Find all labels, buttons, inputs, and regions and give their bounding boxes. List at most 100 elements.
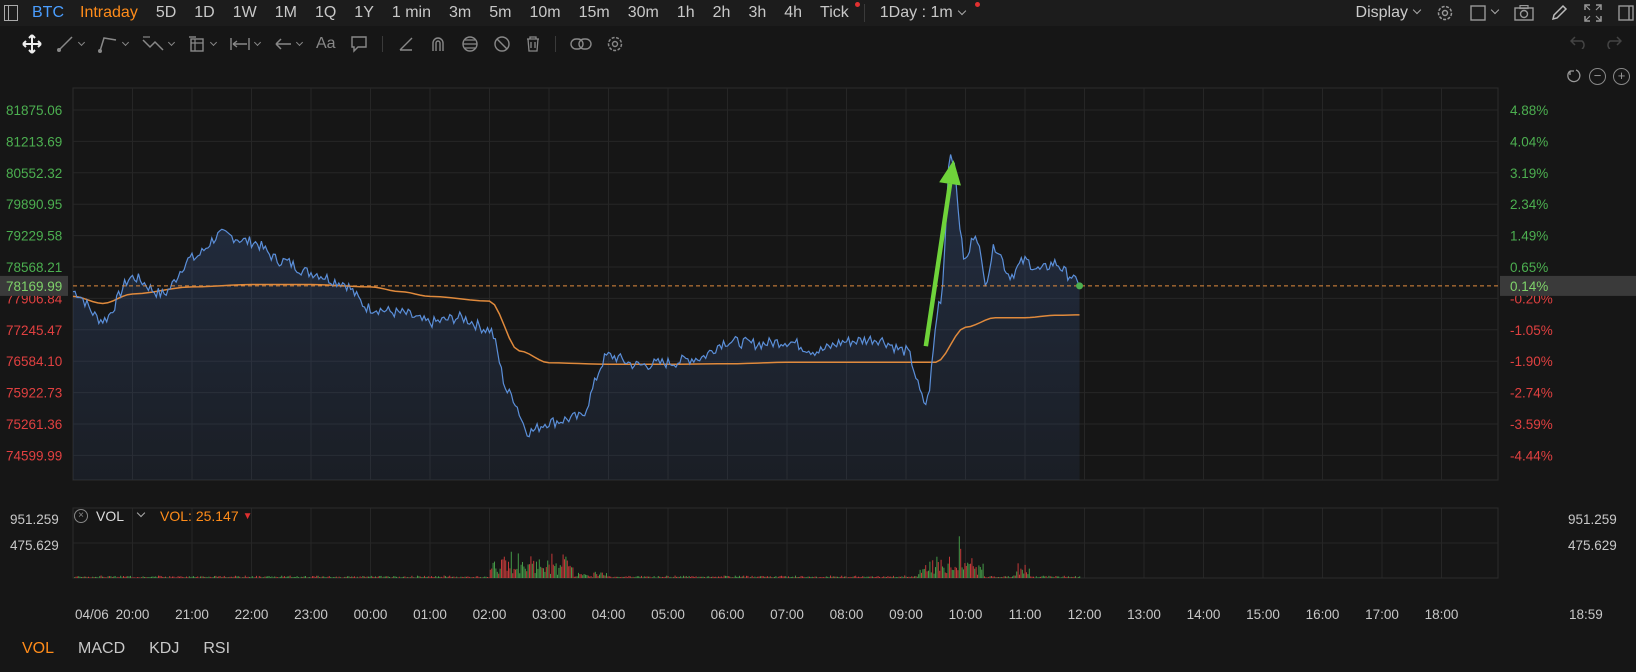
arrow-tool-icon[interactable] xyxy=(274,36,304,52)
notification-dot xyxy=(974,2,980,7)
volume-bar xyxy=(950,567,952,578)
volume-bar xyxy=(1035,576,1037,578)
close-indicator-icon[interactable]: × xyxy=(74,509,88,523)
pattern-tool-icon[interactable] xyxy=(188,35,218,53)
volume-bar xyxy=(92,576,94,578)
volume-bar xyxy=(418,576,420,578)
volume-bar xyxy=(797,576,799,578)
x-tick-label: 06:00 xyxy=(711,607,745,622)
symbol-label[interactable]: BTC xyxy=(32,4,64,21)
volume-bar xyxy=(160,576,162,578)
y-tick-left: 79229.58 xyxy=(6,229,62,244)
timeframe-2h[interactable]: 2h xyxy=(712,4,731,21)
timeframe-3m[interactable]: 3m xyxy=(449,4,472,21)
channel-tool-icon[interactable] xyxy=(98,35,130,53)
volume-bar xyxy=(873,577,875,578)
sidebar-toggle-icon[interactable] xyxy=(4,5,18,21)
volume-bar xyxy=(905,576,907,578)
reset-zoom-icon[interactable] xyxy=(1565,68,1582,85)
indicator-name[interactable]: VOL xyxy=(96,508,125,524)
link-icon[interactable] xyxy=(569,36,592,52)
tab-vol[interactable]: VOL xyxy=(22,640,55,657)
volume-bar xyxy=(421,577,423,578)
timeframe-1m[interactable]: 1M xyxy=(274,4,297,21)
volume-bar xyxy=(188,576,190,578)
tab-kdj[interactable]: KDJ xyxy=(149,640,180,657)
fib-tool-icon[interactable] xyxy=(142,35,176,53)
visibility-icon[interactable] xyxy=(461,35,479,53)
hide-icon[interactable] xyxy=(493,35,511,53)
volume-bar xyxy=(925,565,927,578)
timeframe-1d[interactable]: 1D xyxy=(194,4,215,21)
volume-bar xyxy=(313,576,315,578)
volume-bar xyxy=(439,576,441,578)
pencil-icon[interactable] xyxy=(1550,4,1568,22)
volume-bar xyxy=(1027,574,1029,578)
volume-bar xyxy=(397,577,399,578)
move-icon[interactable] xyxy=(22,34,42,54)
display-menu[interactable]: Display xyxy=(1356,4,1422,22)
zoom-in-icon[interactable]: + xyxy=(1613,68,1630,85)
volume-bar xyxy=(387,576,389,578)
volume-bar xyxy=(866,576,868,578)
volume-bar xyxy=(1075,576,1076,578)
volume-bar xyxy=(894,577,896,578)
redo-icon[interactable] xyxy=(1604,34,1623,54)
indicator-tabs: VOL MACD KDJ RSI xyxy=(22,640,254,658)
volume-bar xyxy=(347,576,348,578)
text-tool-icon[interactable]: Aa xyxy=(316,35,336,52)
layout-icon[interactable] xyxy=(1470,5,1500,21)
volume-bar xyxy=(1003,576,1005,578)
line-tool-icon[interactable] xyxy=(56,35,86,53)
tab-rsi[interactable]: RSI xyxy=(203,640,231,657)
fullscreen-icon[interactable] xyxy=(1584,4,1602,22)
volume-bar xyxy=(263,577,264,578)
volume-bar xyxy=(911,576,913,578)
panel-toggle-icon[interactable] xyxy=(1618,5,1634,21)
volume-bar xyxy=(277,577,278,578)
settings-icon[interactable] xyxy=(606,35,624,53)
volume-bar xyxy=(901,576,903,578)
timeframe-4h[interactable]: 4h xyxy=(784,4,803,21)
timeframe-1y[interactable]: 1Y xyxy=(354,4,374,21)
trash-icon[interactable] xyxy=(525,35,541,53)
magnet-icon[interactable] xyxy=(429,35,447,53)
eraser-icon[interactable] xyxy=(397,35,415,53)
undo-icon[interactable] xyxy=(1569,34,1588,54)
timeframe-5m[interactable]: 5m xyxy=(489,4,512,21)
volume-bar xyxy=(926,571,928,578)
volume-bar xyxy=(352,576,354,578)
timeframe-1h[interactable]: 1h xyxy=(676,4,695,21)
chevron-down-icon[interactable] xyxy=(136,508,146,518)
volume-bar xyxy=(732,577,733,578)
volume-bar xyxy=(912,576,914,578)
timeframe-1min[interactable]: 1 min xyxy=(391,4,431,21)
zoom-out-icon[interactable]: − xyxy=(1589,68,1606,85)
interval-select[interactable]: 1Day : 1m xyxy=(871,2,980,22)
timeframe-1q[interactable]: 1Q xyxy=(314,4,337,21)
volume-bar xyxy=(519,573,521,578)
settings-gear-icon[interactable] xyxy=(1436,4,1454,22)
timeframe-tick[interactable]: Tick xyxy=(811,2,860,22)
volume-bar xyxy=(341,577,343,578)
timeframe-5d[interactable]: 5D xyxy=(155,4,177,21)
camera-icon[interactable] xyxy=(1514,5,1534,21)
volume-bar xyxy=(365,577,367,578)
measure-tool-icon[interactable] xyxy=(230,36,262,52)
timeframe-10m[interactable]: 10m xyxy=(529,4,561,21)
comment-tool-icon[interactable] xyxy=(350,35,368,53)
volume-bar xyxy=(698,576,700,578)
timeframe-intraday[interactable]: Intraday xyxy=(80,4,138,21)
volume-bar xyxy=(174,577,176,578)
volume-bar xyxy=(253,577,255,578)
timeframe-1w[interactable]: 1W xyxy=(232,4,257,21)
timeframe-15m[interactable]: 15m xyxy=(578,4,610,21)
volume-bar xyxy=(323,576,325,578)
volume-bar xyxy=(512,573,514,578)
timeframe-30m[interactable]: 30m xyxy=(627,4,659,21)
volume-bar xyxy=(272,577,274,578)
timeframe-3h[interactable]: 3h xyxy=(748,4,767,21)
volume-bar xyxy=(438,576,439,578)
tab-macd[interactable]: MACD xyxy=(78,640,126,657)
